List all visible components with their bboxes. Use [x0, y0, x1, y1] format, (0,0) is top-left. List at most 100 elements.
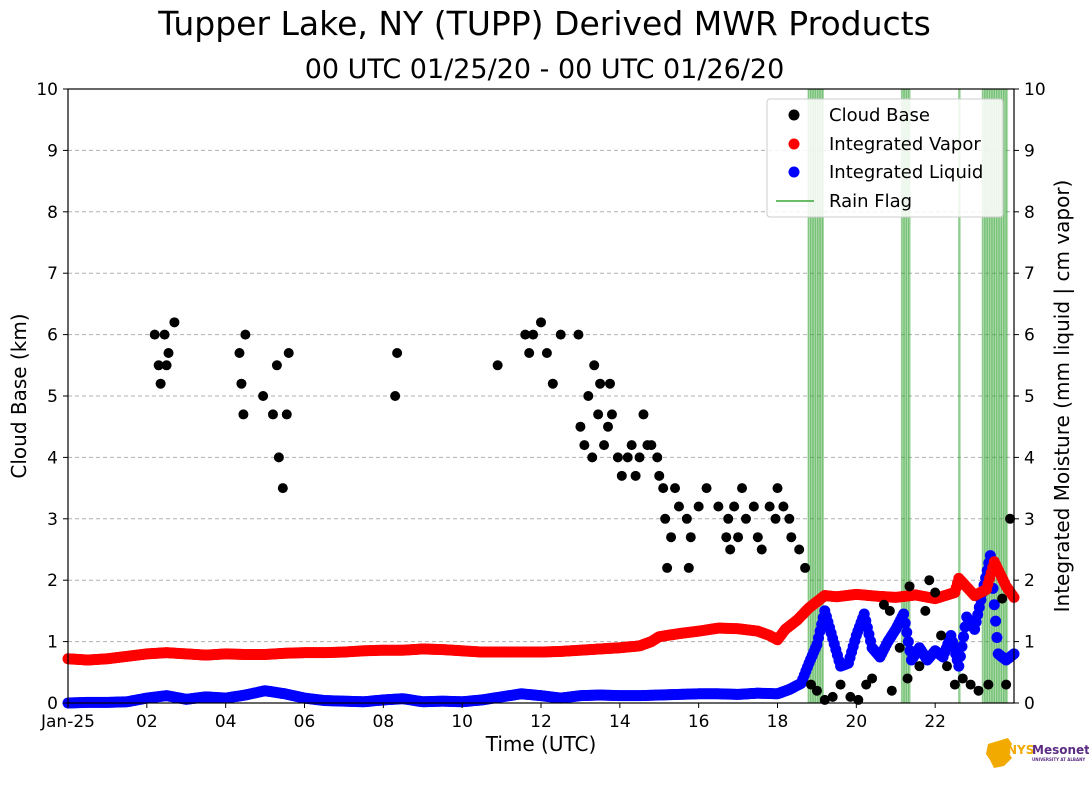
y-tick-label-right: 3 [1024, 510, 1035, 530]
integrated-liquid-point [901, 626, 913, 638]
cloud-base-point [660, 513, 671, 524]
cloud-base-point [713, 501, 724, 512]
cloud-base-point [1001, 679, 1012, 690]
cloud-base-point [957, 673, 968, 684]
integrated-liquid-point [899, 617, 911, 629]
cloud-base-point [658, 483, 669, 494]
cloud-base-point [258, 391, 269, 401]
cloud-base-point [652, 452, 663, 463]
integrated-liquid-point [990, 615, 1002, 627]
cloud-base-point [583, 391, 594, 401]
y-tick-label-left: 8 [47, 203, 58, 223]
integrated-liquid-point [953, 660, 965, 672]
cloud-base-point [920, 605, 931, 616]
cloud-base-point [267, 409, 278, 420]
cloud-base-point [626, 440, 637, 451]
cloud-base-point [630, 470, 641, 481]
x-tick-label: 18 [767, 712, 789, 732]
x-tick-label: 08 [373, 712, 395, 732]
cloud-base-point [983, 679, 994, 690]
y-tick-label-left: 10 [36, 80, 58, 100]
cloud-base-point [827, 691, 838, 702]
y-tick-label-left: 0 [47, 694, 58, 714]
cloud-base-point [634, 452, 645, 463]
cloud-base-point [723, 513, 734, 524]
cloud-base-point [277, 483, 288, 494]
cloud-base-point [392, 348, 403, 359]
x-tick-label: 16 [688, 712, 710, 732]
cloud-base-point [524, 348, 535, 359]
y-tick-label-left: 9 [47, 141, 58, 161]
cloud-base-point [729, 501, 740, 512]
legend-marker-cloud-base [788, 109, 800, 121]
y-tick-label-right: 7 [1024, 264, 1035, 284]
x-tick-label: 06 [294, 712, 316, 732]
cloud-base-point [786, 532, 797, 543]
x-tick-label: 12 [530, 712, 552, 732]
cloud-base-point [536, 317, 546, 328]
chart-title: Tupper Lake, NY (TUPP) Derived MWR Produ… [158, 4, 931, 43]
x-tick-label: 20 [846, 712, 868, 732]
cloud-base-point [662, 562, 673, 573]
cloud-base-point [997, 593, 1008, 604]
cloud-base-point [281, 409, 292, 420]
cloud-base-point [599, 440, 610, 451]
y-tick-label-right: 1 [1024, 633, 1035, 653]
cloud-base-point [575, 421, 586, 432]
y-axis-label-right: Integrated Moisture (mm liquid | cm vapo… [1050, 180, 1074, 613]
cloud-base-point [390, 391, 401, 401]
y-tick-label-right: 9 [1024, 141, 1035, 161]
chart-subtitle: 00 UTC 01/25/20 - 00 UTC 01/26/20 [304, 54, 785, 85]
cloud-base-point [683, 562, 694, 573]
logo-university-text: UNIVERSITY AT ALBANY [1032, 757, 1085, 762]
cloud-base-point [555, 329, 566, 340]
cloud-base-point [733, 532, 744, 543]
cloud-base-point [800, 562, 811, 573]
logo-nys-text: NYS [1007, 743, 1034, 757]
y-tick-label-right: 8 [1024, 203, 1035, 223]
cloud-base-point [283, 348, 294, 359]
cloud-base-point [693, 501, 704, 512]
cloud-base-point [867, 673, 878, 684]
cloud-base-point [835, 679, 846, 690]
cloud-base-point [770, 513, 781, 524]
cloud-base-point [794, 544, 805, 555]
y-tick-label-right: 10 [1024, 80, 1046, 100]
cloud-base-point [740, 513, 751, 524]
cloud-base-point [541, 348, 552, 359]
logo-mesonet-text: Mesonet [1032, 743, 1089, 757]
cloud-base-point [579, 440, 590, 451]
cloud-base-point [236, 378, 247, 389]
cloud-base-point [914, 661, 925, 672]
cloud-base-point [666, 532, 677, 543]
cloud-base-point [654, 470, 665, 481]
x-tick-label: 14 [609, 712, 631, 732]
x-tick-label: 10 [451, 712, 473, 732]
nys-mesonet-logo: NYS Mesonet UNIVERSITY AT ALBANY [986, 738, 1089, 768]
integrated-liquid-point [958, 631, 970, 643]
cloud-base-point [622, 452, 633, 463]
legend-marker-integrated-liquid [788, 166, 800, 178]
integrated-liquid-point [898, 608, 910, 620]
cloud-base-point [163, 348, 174, 359]
cloud-base-point [764, 501, 775, 512]
x-tick-label: Jan-25 [40, 712, 95, 732]
cloud-base-point [604, 378, 615, 389]
cloud-base-point [973, 685, 984, 696]
cloud-base-point [811, 685, 822, 696]
gridlines [68, 149, 1014, 643]
cloud-base-point [965, 679, 976, 690]
y-tick-label-left: 5 [47, 387, 58, 407]
cloud-base-point [721, 532, 732, 543]
cloud-base-point [149, 329, 160, 340]
cloud-base-point [273, 452, 284, 463]
integrated-liquid-point [954, 650, 966, 662]
cloud-base-point [756, 544, 767, 555]
cloud-base-point [155, 378, 166, 389]
cloud-base-point [701, 483, 712, 494]
cloud-base-point [616, 470, 627, 481]
y-tick-label-right: 2 [1024, 571, 1035, 591]
legend: Cloud Base Integrated Vapor Integrated L… [766, 98, 1004, 218]
cloud-base-point [153, 360, 164, 371]
